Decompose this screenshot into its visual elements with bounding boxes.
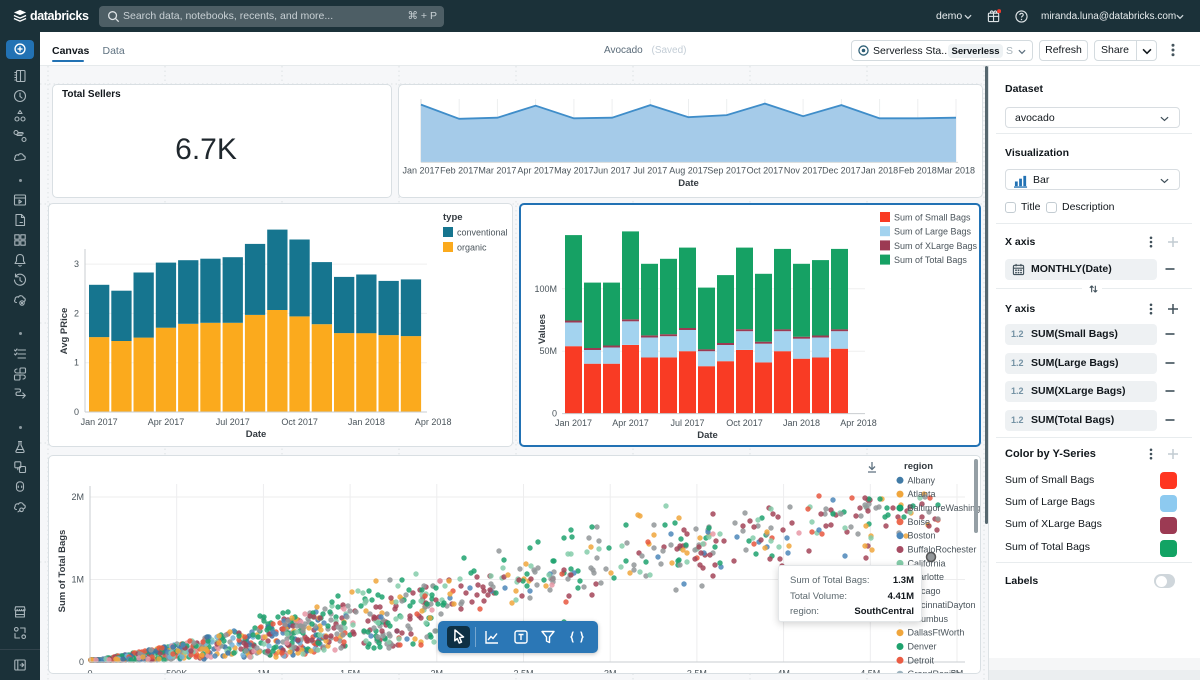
svg-text:Jul 2017: Jul 2017: [670, 418, 704, 428]
svg-text:Apr 2017: Apr 2017: [148, 417, 185, 427]
svg-text:BuffaloRochester: BuffaloRochester: [908, 545, 977, 555]
svg-text:Apr 2018: Apr 2018: [415, 417, 452, 427]
svg-text:Detroit: Detroit: [908, 655, 935, 665]
svg-text:Nov 2017: Nov 2017: [784, 166, 823, 176]
svg-text:Jan 2017: Jan 2017: [555, 418, 592, 428]
svg-text:Jul 2017: Jul 2017: [216, 417, 250, 427]
svg-text:Sum of Small Bags: Sum of Small Bags: [894, 213, 971, 223]
svg-text:organic: organic: [457, 243, 487, 253]
svg-text:50M: 50M: [539, 346, 557, 356]
svg-text:5M: 5M: [951, 669, 964, 674]
svg-text:conventional: conventional: [457, 228, 508, 238]
svg-text:type: type: [443, 212, 463, 223]
svg-text:Date: Date: [678, 178, 699, 189]
svg-text:Values: Values: [537, 314, 548, 344]
svg-text:Aug 2017: Aug 2017: [669, 166, 708, 176]
svg-text:Jan 2017: Jan 2017: [402, 166, 439, 176]
svg-text:Jul 2017: Jul 2017: [633, 166, 667, 176]
svg-text:0: 0: [79, 657, 84, 667]
svg-text:Feb 2018: Feb 2018: [899, 166, 937, 176]
svg-text:Jan 2018: Jan 2018: [348, 417, 385, 427]
svg-text:0: 0: [87, 669, 92, 674]
svg-text:Columbus: Columbus: [908, 614, 949, 624]
svg-text:region: region: [904, 461, 933, 472]
svg-text:Feb 2017: Feb 2017: [440, 166, 478, 176]
svg-text:Jan 2018: Jan 2018: [861, 166, 898, 176]
svg-text:1: 1: [74, 358, 79, 368]
svg-text:Mar 2018: Mar 2018: [937, 166, 975, 176]
svg-text:Apr 2017: Apr 2017: [612, 418, 649, 428]
svg-text:Sum of Total Bags: Sum of Total Bags: [894, 255, 967, 265]
svg-text:Date: Date: [697, 430, 718, 441]
svg-text:Sep 2017: Sep 2017: [707, 166, 746, 176]
svg-text:Jan 2018: Jan 2018: [783, 418, 820, 428]
svg-text:Sum of Large Bags: Sum of Large Bags: [894, 227, 972, 237]
svg-text:Jun 2017: Jun 2017: [594, 166, 631, 176]
svg-text:0: 0: [74, 407, 79, 417]
svg-text:3.5M: 3.5M: [687, 669, 707, 674]
svg-text:Date: Date: [246, 429, 267, 440]
svg-text:0: 0: [552, 409, 557, 419]
svg-text:Oct 2017: Oct 2017: [747, 166, 784, 176]
svg-text:3M: 3M: [604, 669, 617, 674]
svg-text:3: 3: [74, 259, 79, 269]
svg-text:Denver: Denver: [908, 642, 937, 652]
svg-text:Apr 2018: Apr 2018: [840, 418, 877, 428]
svg-text:100M: 100M: [534, 284, 557, 294]
svg-text:2M: 2M: [431, 669, 444, 674]
svg-text:2M: 2M: [71, 492, 84, 502]
svg-text:Dec 2017: Dec 2017: [822, 166, 861, 176]
svg-text:Atlanta: Atlanta: [908, 489, 936, 499]
svg-text:Avg PRice: Avg PRice: [59, 308, 70, 355]
svg-text:Boise: Boise: [908, 517, 931, 527]
svg-text:2.5M: 2.5M: [513, 669, 533, 674]
svg-text:BaltimoreWashington: BaltimoreWashington: [908, 503, 981, 513]
svg-text:DallasFtWorth: DallasFtWorth: [908, 628, 965, 638]
svg-text:GrandRapids: GrandRapids: [908, 669, 962, 673]
svg-text:4M: 4M: [777, 669, 790, 674]
svg-text:Sum of Total Bags: Sum of Total Bags: [57, 530, 68, 613]
svg-text:500K: 500K: [166, 669, 187, 674]
svg-text:1.5M: 1.5M: [340, 669, 360, 674]
svg-text:Sum of XLarge Bags: Sum of XLarge Bags: [894, 241, 978, 251]
svg-text:Oct 2017: Oct 2017: [281, 417, 318, 427]
svg-text:Oct 2017: Oct 2017: [726, 418, 763, 428]
svg-text:1M: 1M: [71, 575, 84, 585]
svg-text:CincinnatiDayton: CincinnatiDayton: [908, 600, 976, 610]
svg-text:Chicago: Chicago: [908, 586, 941, 596]
svg-text:4.5M: 4.5M: [860, 669, 880, 674]
svg-text:Boston: Boston: [908, 531, 936, 541]
svg-text:1M: 1M: [257, 669, 270, 674]
svg-text:Jan 2017: Jan 2017: [81, 417, 118, 427]
svg-text:Albany: Albany: [908, 475, 936, 485]
svg-text:Apr 2017: Apr 2017: [517, 166, 554, 176]
svg-text:2: 2: [74, 308, 79, 318]
svg-text:Mar 2017: Mar 2017: [478, 166, 516, 176]
svg-text:Charlotte: Charlotte: [908, 572, 945, 582]
svg-text:California: California: [908, 558, 946, 568]
svg-text:May 2017: May 2017: [554, 166, 594, 176]
